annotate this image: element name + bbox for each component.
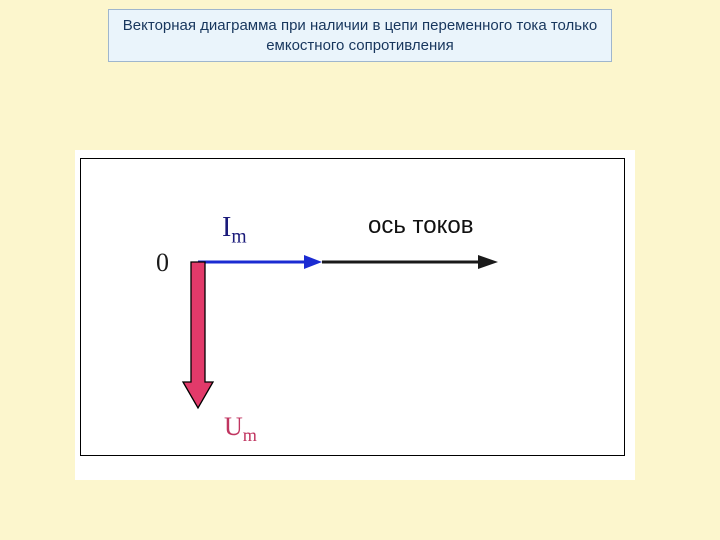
voltage-label-sub: m — [243, 425, 257, 445]
voltage-label: Um — [224, 412, 257, 446]
page: Векторная диаграмма при наличии в цепи п… — [0, 0, 720, 540]
voltage-label-main: U — [224, 412, 243, 441]
axis-label: ось токов — [368, 212, 473, 240]
voltage-vector-arrow — [0, 0, 720, 540]
current-label-main: I — [222, 212, 231, 243]
current-label-sub: m — [231, 227, 246, 248]
origin-label: 0 — [156, 248, 169, 278]
current-label: Im — [222, 212, 247, 249]
